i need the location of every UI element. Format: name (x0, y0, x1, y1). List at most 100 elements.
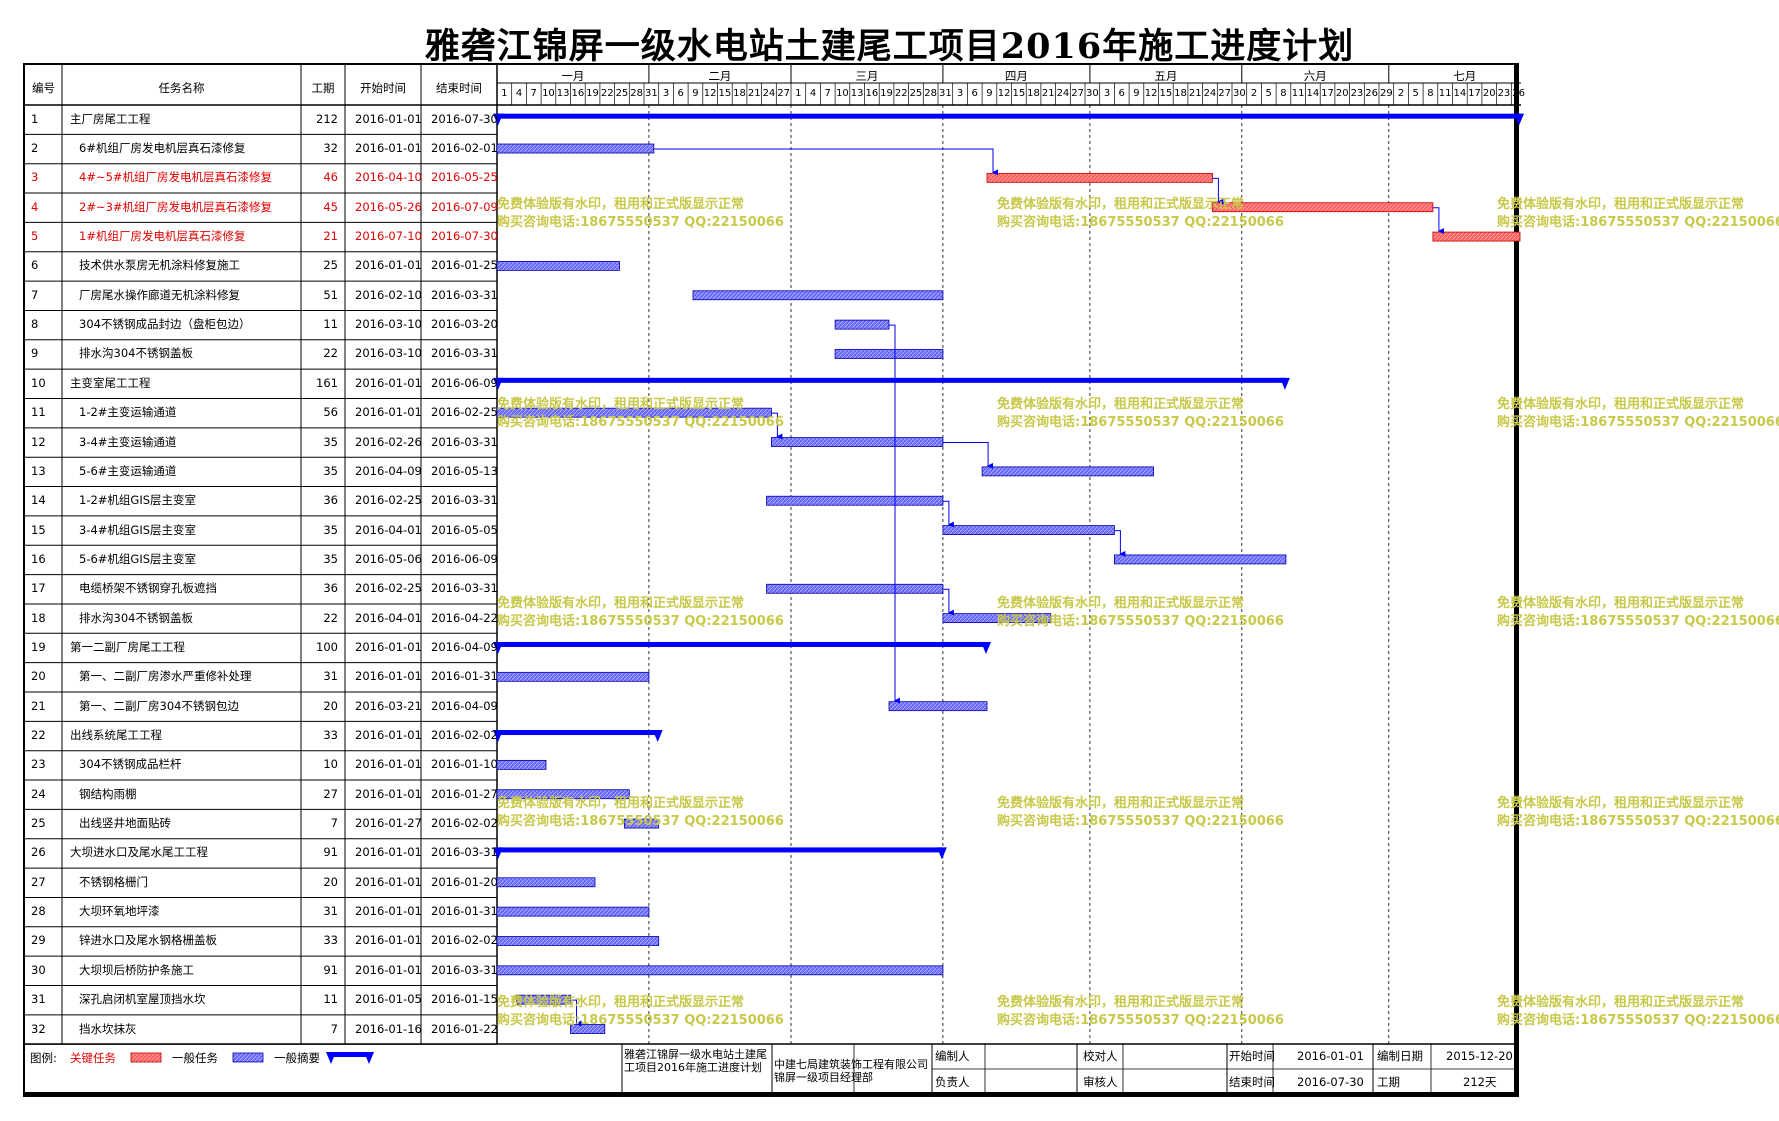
day-tick-label: 5 (1412, 88, 1419, 99)
normal-task-bar (496, 906, 650, 917)
row-duration: 31 (323, 669, 338, 684)
row-task-name: 电缆桥架不锈钢穿孔板遮挡 (79, 581, 217, 596)
row-end: 2016-03-31 (431, 493, 498, 508)
row-task-name: 排水沟304不锈钢盖板 (79, 346, 193, 361)
row-start: 2016-04-10 (355, 170, 422, 185)
normal-task-bar (496, 877, 596, 888)
watermark-line1: 免费体验版有水印，租用和正式版显示正常 (497, 995, 745, 1010)
footer-date-value: 2015-12-20 (1446, 1049, 1513, 1063)
watermark-line1: 免费体验版有水印，租用和正式版显示正常 (997, 596, 1245, 611)
normal-task-bar (496, 789, 630, 800)
watermark-line2: 购买咨询电话:18675550537 QQ:22150066 (497, 215, 784, 230)
row-id: 3 (31, 170, 39, 185)
row-start: 2016-01-16 (355, 1021, 422, 1036)
row-task-name: 出线竖井地面贴砖 (79, 816, 171, 831)
row-id: 10 (31, 375, 46, 390)
row-duration: 161 (316, 375, 338, 390)
row-start: 2016-01-05 (355, 992, 422, 1007)
normal-task-bar (834, 349, 944, 359)
row-id: 7 (31, 287, 39, 302)
row-task-name: 深孔启闭机室屋顶挡水坎 (79, 992, 206, 1007)
watermark-line2: 购买咨询电话:18675550537 QQ:22150066 (997, 415, 1284, 430)
day-tick-label: 13 (850, 88, 864, 99)
row-id: 8 (31, 317, 39, 332)
row-task-name: 304不锈钢成品封边（盘柜包边） (79, 317, 251, 332)
row-duration: 22 (323, 610, 338, 625)
legend-normal-swatch (232, 1052, 264, 1063)
row-id: 9 (31, 346, 39, 361)
legend-summary-label: 一般摘要 (274, 1051, 320, 1065)
row-start: 2016-03-10 (355, 346, 422, 361)
day-tick-label: 1 (501, 88, 508, 99)
row-id: 29 (31, 933, 46, 948)
row-id: 19 (31, 639, 46, 654)
watermark-line2: 购买咨询电话:18675550537 QQ:22150066 (1497, 614, 1779, 629)
row-duration: 56 (323, 405, 338, 420)
day-tick-label: 10 (836, 88, 849, 99)
day-tick-label: 9 (986, 88, 993, 99)
row-end: 2016-03-31 (431, 287, 498, 302)
day-tick-label: 7 (824, 88, 831, 99)
row-duration: 91 (323, 845, 338, 860)
day-tick-label: 24 (762, 88, 776, 99)
row-id: 14 (31, 493, 46, 508)
row-id: 17 (31, 581, 46, 596)
row-task-name: 锌进水口及尾水钢格栅盖板 (79, 933, 217, 948)
row-task-name: 1-2#机组GIS层主变室 (79, 493, 197, 508)
row-task-name: 主变室尾工工程 (70, 375, 151, 390)
row-duration: 35 (323, 551, 338, 566)
row-start: 2016-01-27 (355, 816, 422, 831)
day-tick-label: 31 (644, 88, 658, 99)
watermark-line2: 购买咨询电话:18675550537 QQ:22150066 (497, 415, 784, 430)
row-task-name: 3-4#主变运输通道 (79, 434, 177, 449)
row-duration: 35 (323, 522, 338, 537)
row-id: 16 (31, 551, 46, 566)
row-task-name: 大坝进水口及尾水尾工工程 (70, 845, 208, 860)
normal-task-bar (942, 525, 1115, 535)
row-start: 2016-05-26 (355, 199, 422, 214)
row-start: 2016-02-10 (355, 287, 422, 302)
header-end: 结束时间 (436, 81, 482, 95)
header-name: 任务名称 (158, 81, 205, 95)
row-duration: 25 (323, 258, 338, 273)
row-start: 2016-01-01 (355, 375, 422, 390)
row-duration: 27 (323, 786, 338, 801)
day-tick-label: 29 (1379, 88, 1393, 99)
row-end: 2016-07-30 (431, 229, 498, 244)
footer-dur-label: 工期 (1377, 1075, 1400, 1089)
row-id: 5 (31, 229, 39, 244)
day-tick-label: 11 (1438, 88, 1452, 99)
normal-task-bar (496, 936, 660, 946)
row-id: 31 (31, 992, 46, 1007)
day-tick-label: 20 (1482, 88, 1496, 99)
watermark-line2: 购买咨询电话:18675550537 QQ:22150066 (997, 814, 1284, 829)
critical-task-bar (1212, 202, 1434, 213)
watermark-line1: 免费体验版有水印，租用和正式版显示正常 (1497, 796, 1745, 811)
day-tick-label: 1 (795, 88, 802, 99)
row-id: 27 (31, 874, 46, 889)
summary-start-cap (493, 847, 503, 860)
day-tick-label: 22 (894, 88, 908, 99)
watermark-line2: 购买咨询电话:18675550537 QQ:22150066 (497, 614, 784, 629)
watermark-line2: 购买咨询电话:18675550537 QQ:22150066 (497, 814, 784, 829)
day-tick-label: 16 (571, 88, 585, 99)
summary-bar (497, 377, 1286, 383)
footer-auditor-label: 审核人 (1083, 1075, 1118, 1089)
dependency-link (570, 999, 582, 1027)
row-start: 2016-01-01 (355, 874, 422, 889)
day-tick-label: 13 (556, 88, 570, 99)
row-id: 25 (31, 816, 46, 831)
day-tick-label: 24 (1056, 88, 1070, 99)
footer-owner-label: 负责人 (935, 1075, 970, 1089)
row-start: 2016-03-21 (355, 698, 422, 713)
day-tick-label: 10 (542, 88, 555, 99)
row-start: 2016-01-01 (355, 786, 422, 801)
day-tick-label: 18 (1027, 88, 1040, 99)
summary-bar (497, 847, 943, 853)
row-start: 2016-04-09 (355, 463, 422, 478)
row-end: 2016-01-31 (431, 669, 498, 684)
normal-task-bar (1114, 554, 1287, 565)
row-start: 2016-01-01 (355, 845, 422, 860)
day-tick-label: 15 (1159, 88, 1173, 99)
row-id: 20 (31, 669, 46, 684)
